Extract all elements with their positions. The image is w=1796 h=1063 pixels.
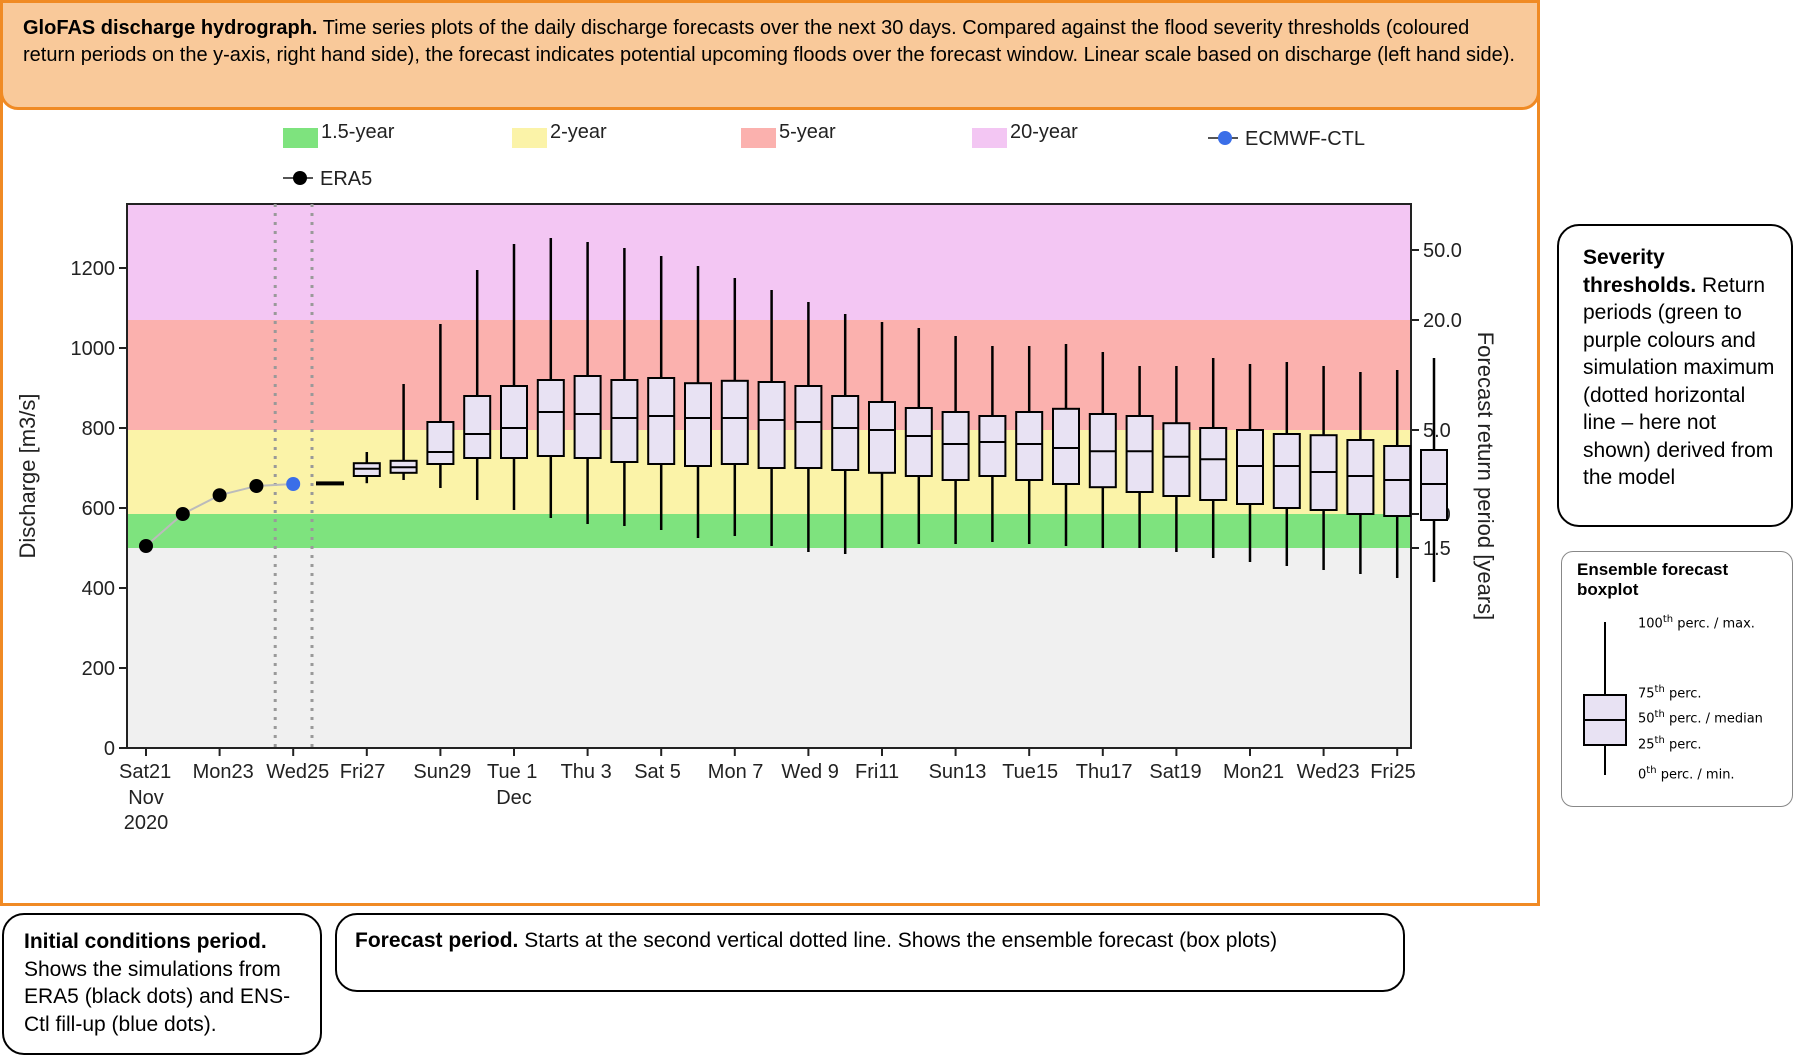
box-body xyxy=(868,401,896,474)
box-body xyxy=(941,411,970,481)
p0-label: 0th perc. / min. xyxy=(1638,765,1735,783)
rp-tick-label: 50.0 xyxy=(1423,240,1462,262)
box-body xyxy=(684,382,712,468)
x-tick-label: Thu17 xyxy=(1076,761,1133,783)
x-tick-label: Sun29 xyxy=(413,761,471,783)
box-body xyxy=(536,379,565,457)
severity-callout: Severity thresholds. Return periods (gre… xyxy=(1557,224,1793,527)
x-tick-sublabel: Nov xyxy=(128,787,164,809)
y-tick-label: 200 xyxy=(82,658,115,680)
era5-point xyxy=(175,507,190,521)
x-tick-label: Fri25 xyxy=(1370,761,1416,783)
p75-label: 75th perc. xyxy=(1638,684,1702,702)
y-tick-label: 600 xyxy=(82,498,115,520)
x-tick-label: Wed23 xyxy=(1297,761,1360,783)
rp-tick-label: 5.0 xyxy=(1423,420,1451,442)
ensemble-ctl-point xyxy=(286,477,301,491)
forecast-text: Starts at the second vertical dotted lin… xyxy=(518,929,1278,952)
legend-label: ECMWF-CTL xyxy=(1245,128,1365,150)
severity-text: Return periods (green to purple colours … xyxy=(1583,273,1775,490)
p50-label: 50th perc. / median xyxy=(1638,709,1763,727)
legend-label: ERA5 xyxy=(320,168,372,190)
y-tick-label: 1200 xyxy=(71,258,116,280)
legend-label: 2-year xyxy=(550,121,607,143)
x-tick-label: Mon 7 xyxy=(708,761,764,783)
legend-label: 1.5-year xyxy=(321,121,395,143)
x-tick-label: Fri11 xyxy=(855,761,899,783)
x-tick-label: Thu 3 xyxy=(561,761,612,783)
below-threshold-band xyxy=(127,548,1411,748)
x-tick-label: Fri27 xyxy=(340,761,386,783)
box-body xyxy=(573,375,602,459)
box-body xyxy=(831,395,860,471)
box-body xyxy=(1015,411,1044,481)
x-tick-sublabel: Dec xyxy=(496,787,532,809)
x-tick-label: Sun13 xyxy=(929,761,987,783)
era5-point xyxy=(212,488,227,503)
boxplot-legend-title: Ensemble forecast boxplot xyxy=(1577,560,1729,599)
legend-label: 20-year xyxy=(1010,121,1078,143)
box-body xyxy=(757,381,786,469)
x-tick-label: Sat 5 xyxy=(634,761,681,783)
box-body xyxy=(1199,427,1228,501)
box-body xyxy=(1125,415,1154,493)
x-tick-label: Tue 1 xyxy=(487,761,537,783)
header-title: GloFAS discharge hydrograph. xyxy=(23,17,318,39)
box-body xyxy=(500,385,528,459)
threshold-band-3 xyxy=(127,204,1411,320)
box-body xyxy=(1162,422,1191,498)
boxplot-legend: Ensemble forecast boxplot 100th perc. / … xyxy=(1561,551,1793,807)
rp-tick-label: 1.5 xyxy=(1423,538,1451,560)
box-body xyxy=(904,407,933,477)
forecast-period-callout: Forecast period. Starts at the second ve… xyxy=(335,913,1405,992)
header-text: Time series plots of the daily discharge… xyxy=(23,17,1515,66)
header-callout: GloFAS discharge hydrograph. Time series… xyxy=(0,0,1540,110)
severity-title: Severity thresholds. xyxy=(1583,246,1697,297)
threshold-band-0 xyxy=(127,514,1411,548)
era5-point xyxy=(139,539,153,553)
y-tick-label: 1000 xyxy=(71,338,116,360)
legend-dot-5 xyxy=(293,171,307,185)
box-body xyxy=(794,385,823,469)
y-axis-label: Discharge [m3/s] xyxy=(15,393,40,558)
x-tick-label: Mon23 xyxy=(193,761,254,783)
box-body xyxy=(647,377,676,465)
box-body xyxy=(1052,407,1080,485)
legend-swatch-2 xyxy=(741,128,776,148)
box-body xyxy=(1272,433,1301,509)
x-tick-label: Sat19 xyxy=(1149,761,1201,783)
x-tick-label: Mon21 xyxy=(1223,761,1284,783)
box-body xyxy=(720,379,749,465)
y2-axis-label: Forecast return period [years] xyxy=(1473,332,1498,621)
p25-label: 25th perc. xyxy=(1638,735,1702,753)
legend-swatch-1 xyxy=(512,128,547,148)
legend-swatch-3 xyxy=(972,128,1007,148)
box-body xyxy=(610,379,639,463)
x-tick-sublabel2: 2020 xyxy=(124,812,169,834)
x-tick-label: Sat21 xyxy=(119,761,171,783)
y-tick-label: 0 xyxy=(104,738,115,760)
box-body xyxy=(978,415,1007,477)
x-tick-label: Tue15 xyxy=(1002,761,1058,783)
legend-swatch-0 xyxy=(283,128,318,148)
initial-title: Initial conditions period. xyxy=(24,930,267,953)
hydrograph-chart: 0200400600800100012001.52.05.020.050.0Di… xyxy=(15,121,1498,834)
x-tick-label: Wed25 xyxy=(266,761,329,783)
initial-text: Shows the simulations from ERA5 (black d… xyxy=(24,957,291,1036)
x-tick-label: Wed 9 xyxy=(781,761,838,783)
y-tick-label: 400 xyxy=(82,578,115,600)
box-body xyxy=(426,421,455,465)
y-tick-label: 800 xyxy=(82,418,115,440)
legend-dot-4 xyxy=(1218,131,1232,145)
rp-tick-label: 20.0 xyxy=(1423,310,1462,332)
p100-label: 100th perc. / max. xyxy=(1638,614,1755,632)
era5-point xyxy=(249,479,264,493)
box-body xyxy=(463,395,492,459)
legend-label: 5-year xyxy=(779,121,836,143)
initial-conditions-callout: Initial conditions period. Shows the sim… xyxy=(2,913,322,1055)
forecast-title: Forecast period. xyxy=(355,929,519,952)
boxplot-legend-icon xyxy=(1583,622,1627,775)
